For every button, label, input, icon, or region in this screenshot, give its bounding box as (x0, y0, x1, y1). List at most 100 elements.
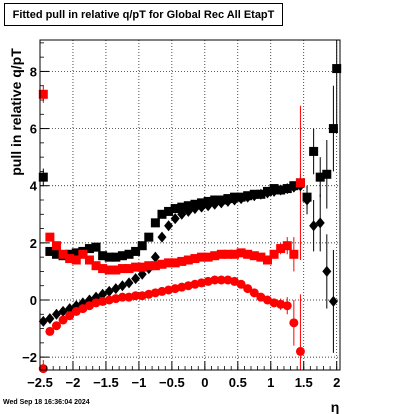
data-point (309, 146, 319, 156)
data-point (117, 264, 127, 274)
data-point (150, 218, 160, 228)
data-point (170, 258, 180, 268)
data-point (249, 251, 259, 261)
data-point (236, 193, 246, 205)
data-point (38, 172, 48, 182)
y-axis-label: pull in relative q/pT (8, 48, 24, 176)
x-tick-label: 1 (267, 375, 274, 390)
data-point (276, 184, 286, 196)
data-point (157, 209, 167, 219)
data-point (236, 248, 246, 258)
data-point (269, 249, 279, 259)
data-point (157, 259, 167, 269)
data-point (104, 252, 114, 262)
data-point (190, 254, 200, 264)
data-point (58, 315, 68, 325)
data-point (177, 202, 187, 212)
data-point (295, 178, 305, 188)
data-point (256, 252, 266, 262)
data-point (170, 204, 180, 214)
data-point (203, 200, 213, 212)
data-point (45, 326, 55, 336)
data-point (315, 172, 325, 182)
data-point (249, 190, 259, 202)
data-point (289, 249, 299, 259)
data-point (328, 124, 338, 134)
data-point (144, 261, 154, 271)
x-tick-label: 0 (201, 375, 208, 390)
data-point (164, 206, 174, 216)
data-point (282, 183, 292, 195)
data-point (84, 255, 94, 265)
x-tick-label: 2 (333, 375, 340, 390)
x-tick-label: −2.5 (27, 375, 53, 390)
data-point (144, 232, 154, 242)
data-point (45, 313, 55, 325)
data-point (104, 265, 114, 275)
data-point (230, 249, 240, 259)
data-point (190, 203, 200, 215)
x-tick-label: −2 (66, 375, 81, 390)
data-point (38, 89, 48, 99)
y-tick-label: 2 (30, 236, 37, 251)
data-point (282, 241, 292, 251)
data-point (84, 244, 94, 254)
data-point (51, 249, 61, 259)
data-point (210, 275, 220, 285)
data-point (243, 284, 253, 294)
data-point (177, 256, 187, 266)
data-point (98, 264, 108, 274)
data-marks (38, 64, 342, 374)
chart-title: Fitted pull in relative q/pT for Global … (4, 3, 283, 26)
data-point (223, 195, 233, 207)
data-point (150, 261, 160, 271)
data-point (170, 213, 180, 225)
data-point (197, 252, 207, 262)
x-tick-label: −1.5 (93, 375, 119, 390)
data-point (91, 261, 101, 271)
x-tick-label: 0.5 (229, 375, 247, 390)
data-point (51, 321, 61, 331)
data-point (117, 292, 127, 302)
data-point (131, 262, 141, 272)
data-point (78, 249, 88, 259)
data-point (164, 220, 174, 232)
data-point (302, 194, 312, 206)
y-tick-label: 6 (30, 122, 37, 137)
data-point (295, 346, 305, 356)
data-point (98, 251, 108, 261)
data-point (137, 262, 147, 272)
data-point (45, 246, 55, 256)
data-point (65, 254, 75, 264)
timestamp: Wed Sep 18 16:36:04 2024 (3, 399, 90, 406)
data-point (71, 248, 81, 258)
data-point (45, 232, 55, 242)
data-point (315, 217, 325, 229)
data-point (256, 188, 266, 200)
data-point (322, 169, 332, 179)
data-point (322, 265, 332, 277)
data-point (328, 295, 338, 307)
y-tick-label: 8 (30, 64, 37, 79)
data-point (124, 277, 134, 289)
data-point (243, 191, 253, 203)
data-point (243, 249, 253, 259)
x-axis-label: η (331, 399, 340, 414)
data-point (111, 252, 121, 262)
data-point (262, 187, 272, 199)
data-point (203, 252, 213, 262)
data-point (216, 249, 226, 259)
x-tick-label: −1 (131, 375, 146, 390)
data-point (332, 64, 342, 74)
data-point (276, 244, 286, 254)
data-point (216, 275, 226, 285)
data-point (289, 318, 299, 328)
data-point (164, 258, 174, 268)
data-point (137, 241, 147, 251)
data-point (124, 264, 134, 274)
plot-frame (39, 39, 341, 371)
data-point (38, 364, 48, 374)
data-point (269, 185, 279, 197)
data-point (183, 255, 193, 265)
